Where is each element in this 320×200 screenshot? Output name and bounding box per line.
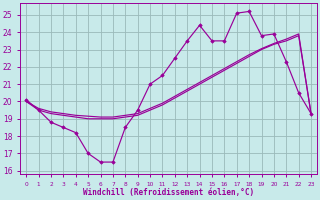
X-axis label: Windchill (Refroidissement éolien,°C): Windchill (Refroidissement éolien,°C) — [83, 188, 254, 197]
